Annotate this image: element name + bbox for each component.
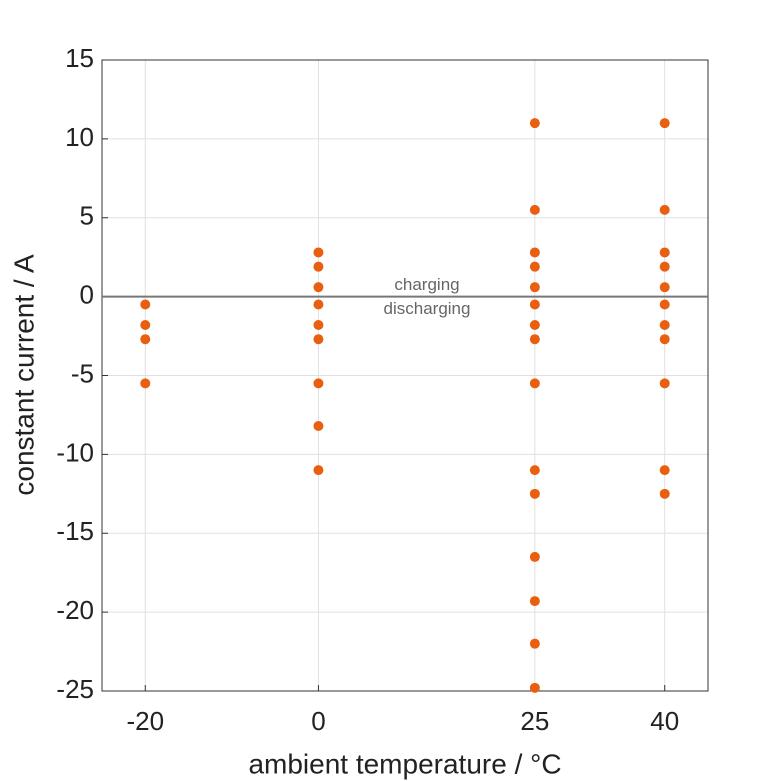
data-point: [313, 247, 324, 258]
data-point: [313, 320, 324, 331]
data-point: [313, 420, 324, 431]
x-tick-label: 25: [520, 706, 549, 736]
data-point: [529, 320, 540, 331]
data-point: [313, 465, 324, 476]
data-point: [529, 299, 540, 310]
y-tick-label: -5: [71, 358, 94, 388]
data-point: [529, 247, 540, 258]
x-tick-label: 40: [650, 706, 679, 736]
x-tick-label: 0: [311, 706, 325, 736]
data-point: [313, 378, 324, 389]
y-tick-label: 5: [80, 201, 94, 231]
data-point: [659, 299, 670, 310]
data-point: [659, 247, 670, 258]
data-point: [659, 320, 670, 331]
data-point: [529, 682, 540, 693]
data-point: [659, 334, 670, 345]
annotation: charging: [394, 275, 459, 294]
data-point: [529, 118, 540, 129]
data-point: [313, 299, 324, 310]
data-point: [529, 465, 540, 476]
data-point: [659, 282, 670, 293]
y-tick-label: -25: [56, 674, 94, 704]
data-point: [529, 204, 540, 215]
data-point: [659, 261, 670, 272]
x-axis-label: ambient temperature / °C: [248, 748, 561, 779]
data-point: [529, 334, 540, 345]
y-tick-label: -15: [56, 516, 94, 546]
data-point: [659, 465, 670, 476]
data-point: [659, 204, 670, 215]
plot-frame: [101, 59, 709, 692]
x-tick-label: -20: [126, 706, 164, 736]
data-point: [313, 334, 324, 345]
data-point: [659, 378, 670, 389]
data-point: [529, 378, 540, 389]
y-tick-label: -20: [56, 595, 94, 625]
data-point: [529, 596, 540, 607]
data-point: [529, 638, 540, 649]
data-point: [529, 551, 540, 562]
data-point: [140, 334, 151, 345]
y-axis-label: constant current / A: [8, 254, 39, 496]
data-point: [140, 378, 151, 389]
data-point: [313, 261, 324, 272]
y-tick-label: 0: [80, 280, 94, 310]
y-tick-label: 10: [65, 122, 94, 152]
data-point: [313, 282, 324, 293]
y-tick-label: 15: [65, 43, 94, 73]
data-point: [659, 118, 670, 129]
data-point: [529, 488, 540, 499]
y-tick-label: -10: [56, 437, 94, 467]
data-point: [140, 320, 151, 331]
data-point: [659, 488, 670, 499]
annotation: discharging: [384, 299, 471, 318]
data-point: [529, 282, 540, 293]
data-point: [529, 261, 540, 272]
data-point: [140, 299, 151, 310]
